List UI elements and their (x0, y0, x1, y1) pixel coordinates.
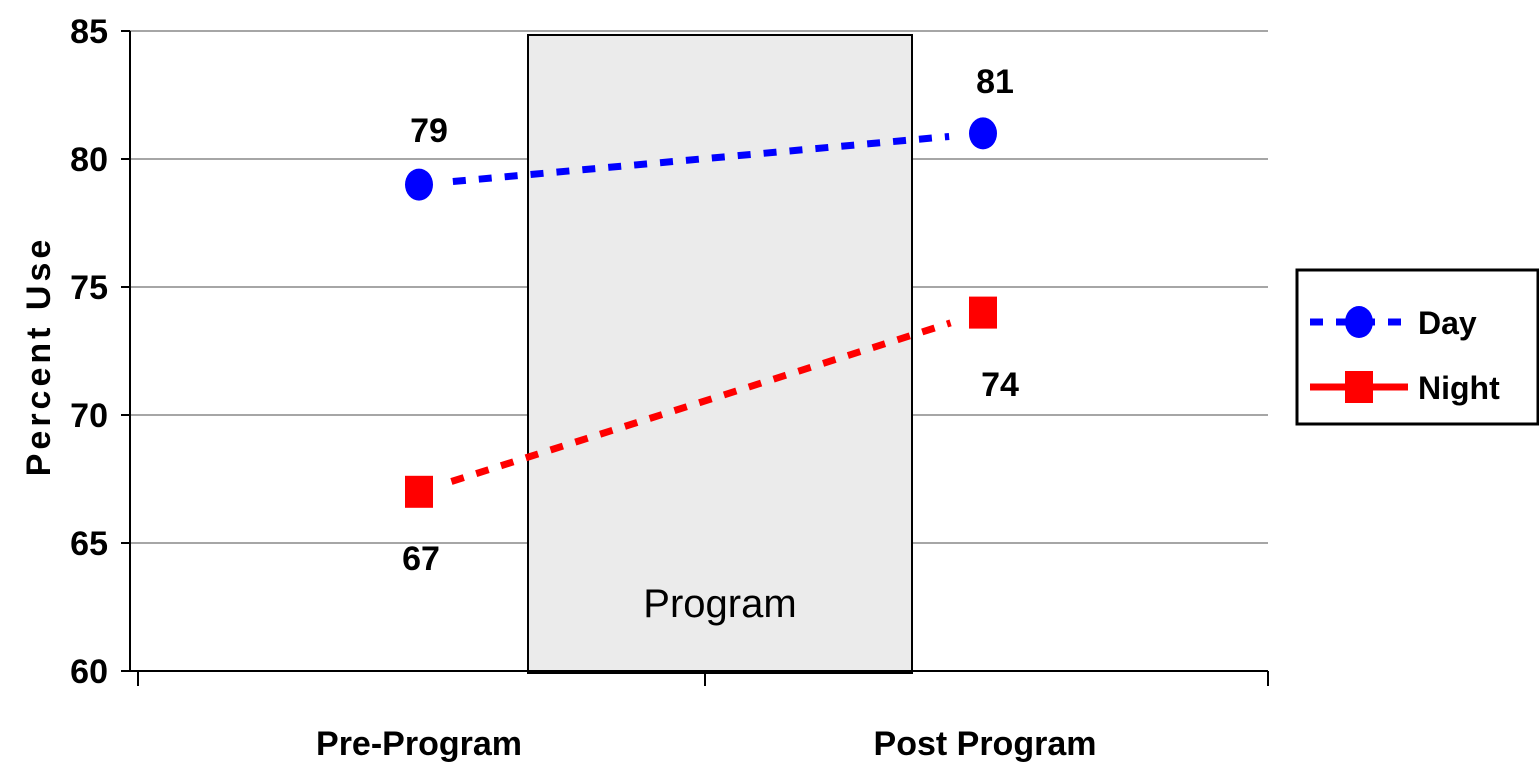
series (405, 117, 997, 508)
data-point-night (405, 475, 433, 508)
series-line-day (452, 132, 950, 186)
legend-label-day: Day (1418, 305, 1477, 341)
data-label-night: 74 (981, 366, 1019, 404)
y-tick-label: 60 (70, 653, 108, 691)
data-point-day (405, 168, 433, 201)
legend: Day Night (1295, 268, 1539, 426)
data-point-night (969, 296, 997, 329)
legend-box (1295, 268, 1539, 426)
program-band-group: Program (527, 34, 913, 674)
program-band-label: Program (643, 582, 796, 626)
y-tick-label: 80 (70, 141, 108, 179)
x-tick-labels: Pre-Program Post Program (316, 725, 1096, 763)
legend-marker-night (1345, 371, 1373, 403)
y-axis-title: Percent Use (20, 236, 58, 477)
x-tick-label: Pre-Program (316, 725, 522, 763)
data-point-day (969, 117, 997, 150)
series-line-night (450, 319, 952, 485)
axes (121, 30, 1269, 686)
y-tick-label: 70 (70, 397, 108, 435)
y-tick-label: 75 (70, 269, 108, 307)
y-tick-labels: 60 65 70 75 80 85 (70, 13, 108, 691)
y-tick-label: 65 (70, 525, 108, 563)
x-tick-label: Post Program (874, 725, 1097, 763)
legend-marker-day (1345, 306, 1373, 338)
data-label-night: 67 (402, 540, 440, 578)
y-tick-label: 85 (70, 13, 108, 51)
legend-label-night: Night (1418, 370, 1500, 406)
data-labels: 79 81 67 74 (402, 63, 1019, 578)
data-label-day: 81 (976, 63, 1014, 101)
data-label-day: 79 (410, 112, 448, 150)
